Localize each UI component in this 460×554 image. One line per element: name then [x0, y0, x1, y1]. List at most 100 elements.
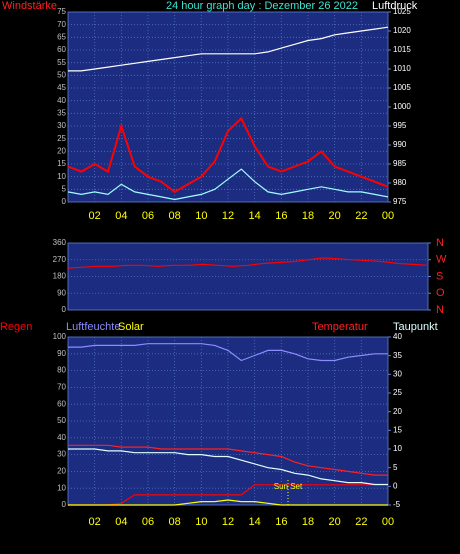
x-tick-label: 10 [195, 516, 207, 528]
y-tick-label: 35 [57, 108, 66, 117]
y-tick-label: 50 [57, 70, 66, 79]
x-tick-label: 02 [89, 516, 101, 528]
series-line [68, 444, 388, 476]
legend-label: Solar [118, 321, 144, 333]
x-tick-label: 22 [355, 210, 367, 222]
x-tick-label: 02 [89, 210, 101, 222]
y2-tick-label: 40 [393, 332, 402, 341]
x-tick-label: 22 [355, 516, 367, 528]
y-tick-label: 10 [57, 172, 66, 181]
x-tick-label: 12 [222, 516, 234, 528]
legend-label: Temperatur [312, 321, 368, 333]
y-tick-label: 40 [57, 96, 66, 105]
y2-tick-label: 15 [393, 425, 402, 434]
y2-tick-label: 1025 [393, 7, 411, 16]
series-line [68, 26, 389, 72]
y2-tick-label: 985 [393, 159, 407, 168]
annotation: Sun Set [274, 482, 303, 491]
x-tick-label: 14 [249, 210, 261, 222]
legend-label: Taupunkt [393, 321, 438, 333]
y-tick-label: 20 [57, 146, 66, 155]
y-tick-label: 60 [57, 399, 66, 408]
y-tick-label: 100 [53, 332, 67, 341]
y-tick-label: 80 [57, 366, 66, 375]
series-line [68, 448, 388, 486]
y2-tick-label: 10 [393, 444, 402, 453]
y2-tick-label: 0 [393, 481, 398, 490]
y-tick-label: 60 [57, 45, 66, 54]
y-tick-label: 15 [57, 159, 66, 168]
y-tick-label: 0 [62, 500, 67, 509]
y2-tick-label: 1000 [393, 102, 411, 111]
y2-tick-label: 980 [393, 178, 407, 187]
y2-tick-label: 25 [393, 388, 402, 397]
x-tick-label: 06 [142, 516, 154, 528]
y-tick-label: 180 [53, 272, 67, 281]
y-tick-label: 55 [57, 58, 66, 67]
y-tick-label: 50 [57, 416, 66, 425]
y2-tick-label: O [436, 287, 445, 299]
y2-tick-label: 1015 [393, 45, 411, 54]
legend-label: Regen [0, 321, 32, 333]
x-tick-label: 04 [115, 210, 127, 222]
y2-tick-label: 20 [393, 407, 402, 416]
y-tick-label: 270 [53, 255, 67, 264]
x-tick-label: 16 [275, 516, 287, 528]
y-tick-label: 25 [57, 134, 66, 143]
y2-tick-label: 1020 [393, 26, 411, 35]
x-tick-label: 14 [249, 516, 261, 528]
x-tick-label: 08 [169, 516, 181, 528]
y-tick-label: 65 [57, 32, 66, 41]
y-tick-label: 70 [57, 20, 66, 29]
series-line [68, 343, 388, 362]
y-tick-label: 360 [53, 238, 67, 247]
y-tick-label: 40 [57, 433, 66, 442]
legend-label: Luftfeuchte [66, 321, 120, 333]
series-line [67, 116, 389, 194]
y-tick-label: 70 [57, 383, 66, 392]
x-tick-label: 18 [302, 210, 314, 222]
x-tick-label: 06 [142, 210, 154, 222]
y2-tick-label: S [436, 270, 443, 282]
y2-tick-label: 995 [393, 121, 407, 130]
y2-tick-label: W [436, 254, 447, 266]
y-tick-label: 0 [62, 305, 67, 314]
y2-tick-label: N [436, 237, 444, 249]
y2-tick-label: 1010 [393, 64, 411, 73]
y-tick-label: 90 [57, 288, 66, 297]
y-tick-label: 30 [57, 450, 66, 459]
series-line [68, 499, 388, 506]
x-tick-label: 00 [382, 210, 394, 222]
y2-tick-label: -5 [393, 500, 401, 509]
x-tick-label: 12 [222, 210, 234, 222]
y-tick-label: 20 [57, 467, 66, 476]
x-tick-label: 10 [195, 210, 207, 222]
plot-area [67, 11, 389, 203]
y-axis-label: Windstärke [2, 0, 57, 12]
y2-tick-label: 35 [393, 351, 402, 360]
series-line [67, 257, 429, 269]
x-tick-label: 20 [329, 210, 341, 222]
y2-tick-label: 5 [393, 463, 398, 472]
x-tick-label: 20 [329, 516, 341, 528]
y-tick-label: 90 [57, 349, 66, 358]
y2-axis-label: Luftdruck [372, 0, 418, 12]
y2-tick-label: 990 [393, 140, 407, 149]
x-tick-label: 08 [169, 210, 181, 222]
chart-title: 24 hour graph day : Dezember 26 2022 [166, 0, 358, 12]
series-line [67, 168, 389, 201]
x-tick-label: 18 [302, 516, 314, 528]
y-tick-label: 45 [57, 83, 66, 92]
y2-tick-label: 975 [393, 197, 407, 206]
y-tick-label: 75 [57, 7, 66, 16]
y2-tick-label: 1005 [393, 83, 411, 92]
y2-tick-label: N [436, 304, 444, 316]
y-tick-label: 30 [57, 121, 66, 130]
y2-tick-label: 30 [393, 369, 402, 378]
x-tick-label: 00 [382, 516, 394, 528]
x-tick-label: 16 [275, 210, 287, 222]
x-tick-label: 04 [115, 516, 127, 528]
y-tick-label: 10 [57, 483, 66, 492]
series-line [68, 484, 388, 506]
